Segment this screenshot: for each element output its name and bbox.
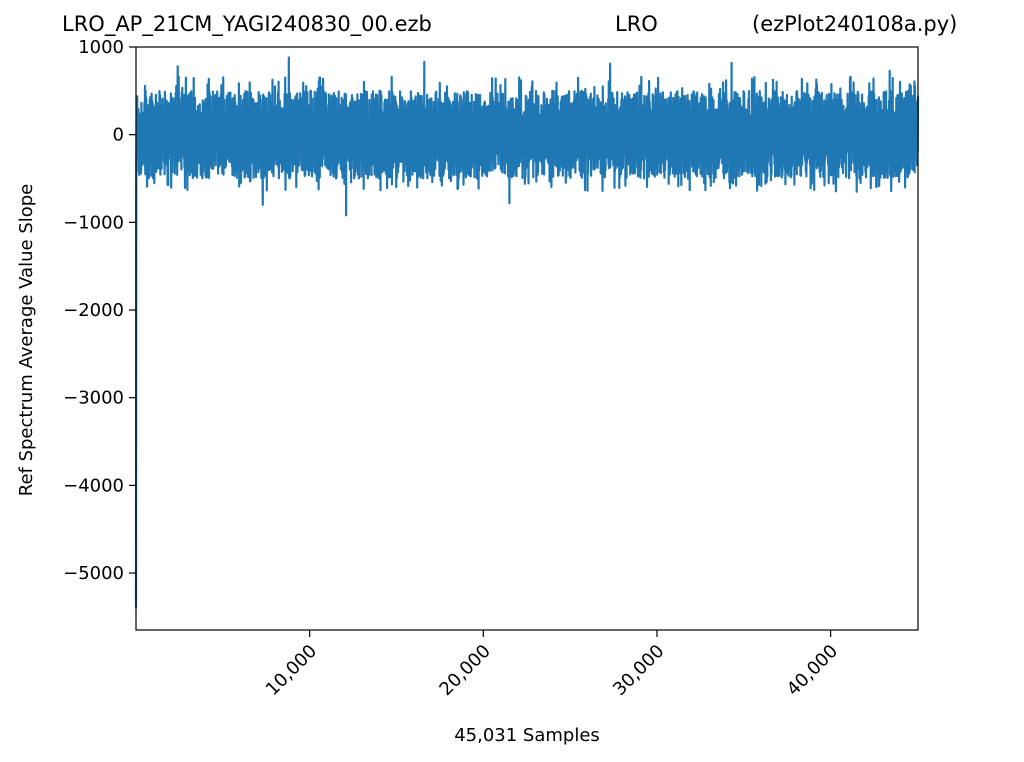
y-tick-label: 0 bbox=[113, 125, 124, 146]
x-tick-label: 40,000 bbox=[783, 641, 842, 700]
y-axis-label: Ref Spectrum Average Value Slope bbox=[16, 184, 37, 497]
series-line bbox=[134, 56, 920, 609]
x-tick-label: 10,000 bbox=[262, 641, 321, 700]
x-axis-label: 45,031 Samples bbox=[454, 725, 600, 746]
y-tick-label: −2000 bbox=[63, 300, 124, 321]
chart-title-script: (ezPlot240108a.py) bbox=[752, 12, 958, 36]
y-tick-label: −3000 bbox=[63, 388, 124, 409]
y-tick-label: −5000 bbox=[63, 563, 124, 584]
y-tick-label: 1000 bbox=[78, 37, 124, 58]
y-tick-label: −4000 bbox=[63, 475, 124, 496]
x-tick-label: 30,000 bbox=[609, 641, 668, 700]
y-tick-label: −1000 bbox=[63, 212, 124, 233]
series-group bbox=[134, 56, 920, 609]
y-axis-ticks: 1000 0 −1000 −2000 −3000 −4000 −5000 bbox=[63, 37, 136, 584]
x-axis-ticks: 10,000 20,000 30,000 40,000 bbox=[262, 630, 842, 700]
x-tick-label: 20,000 bbox=[435, 641, 494, 700]
chart-title-center: LRO bbox=[615, 12, 658, 36]
chart-title-filename: LRO_AP_21CM_YAGI240830_00.ezb bbox=[62, 12, 432, 36]
plot-frame bbox=[135, 46, 919, 631]
